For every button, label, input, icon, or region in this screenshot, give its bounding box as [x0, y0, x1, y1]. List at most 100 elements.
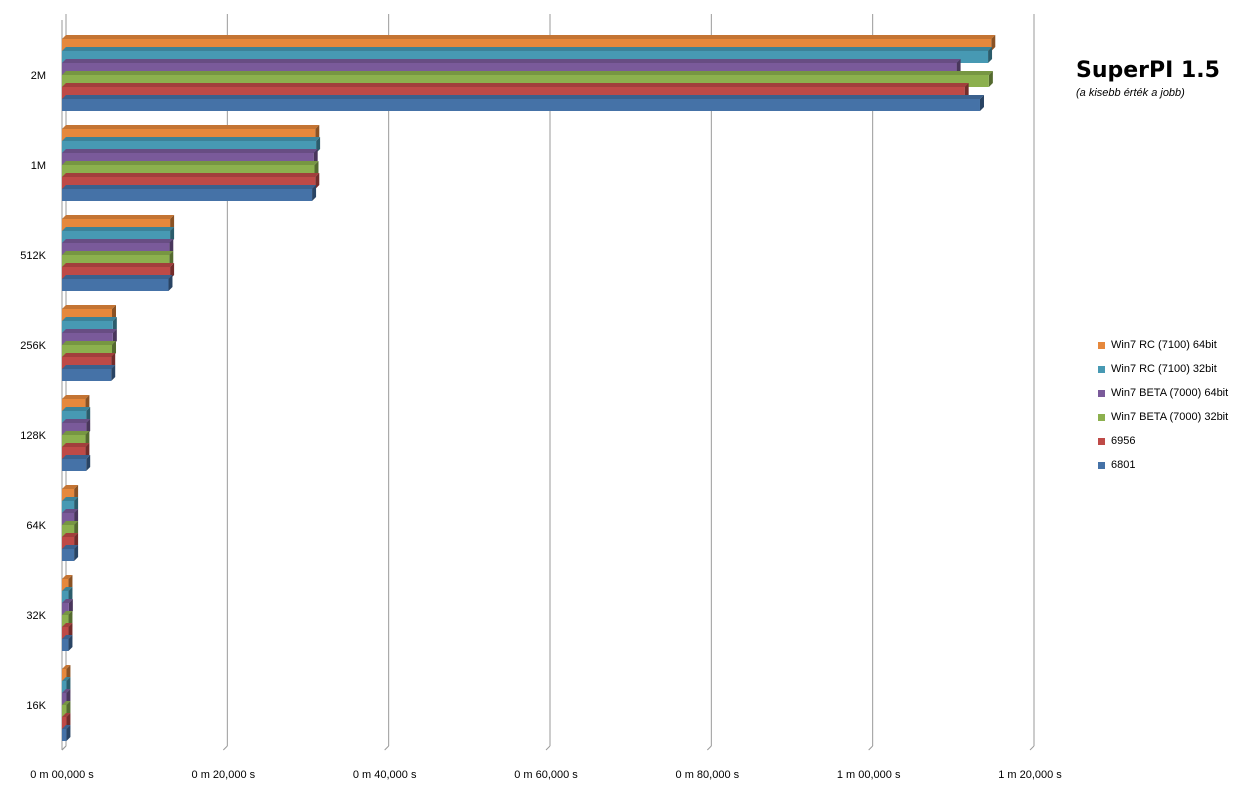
- x-gridline-foot: [1029, 745, 1035, 751]
- bar-top-face: [62, 443, 90, 447]
- bar-top-face: [62, 329, 117, 333]
- bar-top-face: [62, 317, 117, 321]
- legend-item: 6801: [1098, 453, 1228, 477]
- category-label: 2M: [31, 70, 46, 82]
- bar-front-face: [62, 603, 69, 615]
- bar-top-face: [62, 275, 173, 279]
- category-label: 512K: [20, 250, 46, 262]
- bar-top-face: [62, 725, 71, 729]
- bar-top-face: [62, 95, 984, 99]
- bar-top-face: [62, 161, 319, 165]
- bar-side-face: [312, 185, 317, 201]
- bar-top-face: [62, 365, 116, 369]
- bar: [62, 365, 116, 381]
- bar-side-face: [74, 545, 79, 561]
- bar-side-face: [168, 275, 173, 291]
- bar-top-face: [62, 599, 73, 603]
- legend: Win7 RC (7100) 64bit Win7 RC (7100) 32bit…: [1098, 333, 1228, 477]
- legend-label: Win7 RC (7100) 32bit: [1111, 363, 1217, 375]
- bar-top-face: [62, 485, 79, 489]
- bar-top-face: [62, 185, 317, 189]
- bar-top-face: [62, 341, 117, 345]
- x-tick-label: 1 m 00,000 s: [837, 769, 901, 781]
- category-label: 256K: [20, 340, 46, 352]
- bar-top-face: [62, 497, 79, 501]
- legend-item: Win7 RC (7100) 32bit: [1098, 357, 1228, 381]
- bar-top-face: [62, 701, 71, 705]
- bar-front-face: [62, 579, 69, 591]
- bar-top-face: [62, 173, 320, 177]
- bar-top-face: [62, 713, 71, 717]
- legend-label: 6801: [1111, 459, 1136, 471]
- legend-swatch: [1098, 365, 1105, 373]
- legend-swatch: [1098, 341, 1105, 349]
- bar-top-face: [62, 227, 175, 231]
- bar-top-face: [62, 521, 79, 525]
- bar-top-face: [62, 419, 91, 423]
- bar-front-face: [62, 459, 87, 471]
- bar-top-face: [62, 431, 90, 435]
- bar-top-face: [62, 251, 174, 255]
- bar-top-face: [62, 677, 71, 681]
- bar-top-face: [62, 83, 969, 87]
- bar-side-face: [111, 365, 116, 381]
- bar-top-face: [62, 665, 71, 669]
- bar-top-face: [62, 353, 116, 357]
- category-label: 32K: [26, 610, 46, 622]
- x-gridline-foot: [545, 745, 551, 751]
- bar-top-face: [62, 215, 175, 219]
- bar-layer: [62, 35, 996, 741]
- x-tick-label: 0 m 60,000 s: [514, 769, 578, 781]
- bar: [62, 275, 173, 291]
- bar: [62, 635, 73, 651]
- bar-top-face: [62, 635, 73, 639]
- bar-top-face: [62, 509, 79, 513]
- bar-front-face: [62, 549, 75, 561]
- bar-side-face: [66, 725, 71, 741]
- x-tick-label: 0 m 20,000 s: [192, 769, 256, 781]
- bar: [62, 455, 91, 471]
- x-gridline-foot: [706, 745, 712, 751]
- bar-front-face: [62, 639, 69, 651]
- bar-top-face: [62, 149, 318, 153]
- legend-label: Win7 RC (7100) 64bit: [1111, 339, 1217, 351]
- bar-front-face: [62, 717, 67, 729]
- category-label: 1M: [31, 160, 46, 172]
- bar-front-face: [62, 615, 69, 627]
- x-gridline-foot: [384, 745, 390, 751]
- x-tick-label: 1 m 20,000 s: [998, 769, 1062, 781]
- bar-top-face: [62, 125, 320, 129]
- bar: [62, 185, 317, 201]
- bar-top-face: [62, 455, 91, 459]
- bar-side-face: [315, 173, 320, 189]
- legend-swatch: [1098, 389, 1105, 397]
- bar: [62, 725, 71, 741]
- chart-title: SuperPI 1.5: [1076, 58, 1220, 83]
- category-label: 64K: [26, 520, 46, 532]
- bar-top-face: [62, 611, 73, 615]
- bar-front-face: [62, 681, 67, 693]
- x-tick-label: 0 m 40,000 s: [353, 769, 417, 781]
- bar: [62, 95, 984, 111]
- bar-top-face: [62, 47, 993, 51]
- legend-item: Win7 BETA (7000) 64bit: [1098, 381, 1228, 405]
- legend-label: Win7 BETA (7000) 32bit: [1111, 411, 1229, 423]
- bar-top-face: [62, 623, 73, 627]
- category-label: 128K: [20, 430, 46, 442]
- bar-front-face: [62, 591, 69, 603]
- bar-top-face: [62, 575, 73, 579]
- bar-front-face: [62, 705, 67, 717]
- category-label: 16K: [26, 700, 46, 712]
- legend-swatch: [1098, 461, 1105, 469]
- x-gridline-foot: [222, 745, 228, 751]
- legend-swatch: [1098, 437, 1105, 445]
- legend-swatch: [1098, 413, 1105, 421]
- legend-label: 6956: [1111, 435, 1136, 447]
- bar-side-face: [86, 455, 91, 471]
- bar-front-face: [62, 279, 169, 291]
- legend-item: 6956: [1098, 429, 1228, 453]
- legend-label: Win7 BETA (7000) 64bit: [1111, 387, 1229, 399]
- bar-front-face: [62, 669, 67, 681]
- x-tick-label: 0 m 00,000 s: [30, 769, 94, 781]
